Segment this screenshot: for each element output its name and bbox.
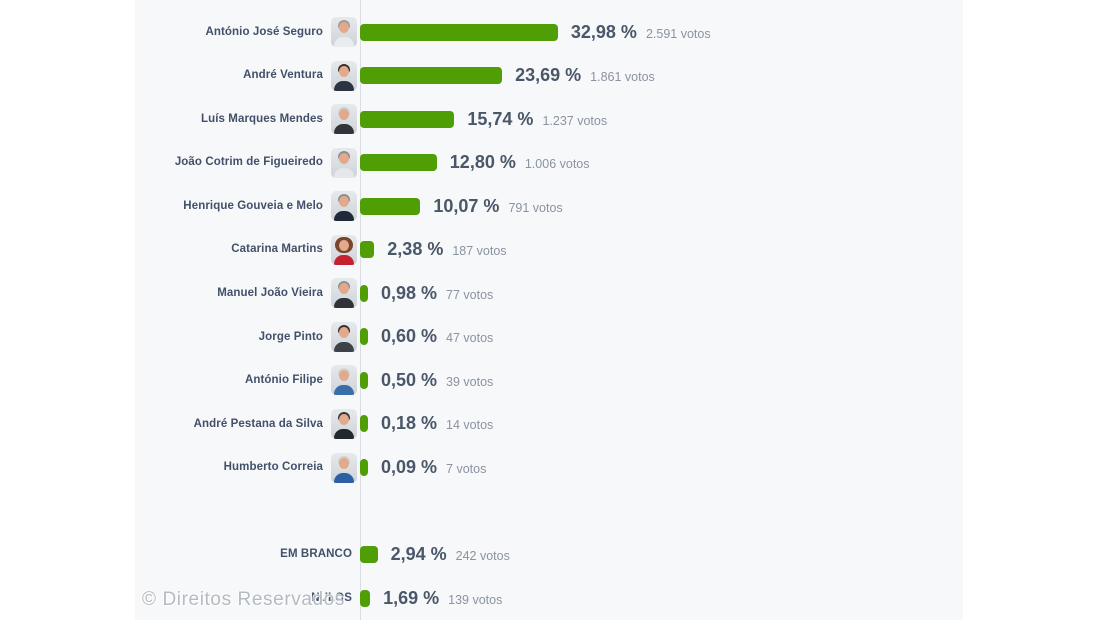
candidate-name: Jorge Pinto	[258, 330, 323, 343]
votes-count: 1.861 votos	[590, 70, 655, 85]
candidate-name: João Cotrim de Figueiredo	[174, 156, 323, 169]
candidate-name: Henrique Gouveia e Melo	[183, 199, 323, 212]
result-bar[interactable]	[360, 110, 455, 128]
result-bar[interactable]	[360, 459, 368, 476]
candidate-photo	[331, 17, 357, 47]
votes-count: 139 votos	[448, 592, 503, 607]
category-label: EM BRANCO	[280, 548, 352, 561]
candidate-row: André Pestana da Silva 0,18 % 14 votos	[135, 402, 963, 446]
axis-line	[360, 0, 361, 620]
result-bar[interactable]	[360, 589, 371, 607]
candidate-name: Catarina Martins	[231, 243, 323, 256]
votes-count: 242 votos	[455, 549, 510, 564]
candidate-row: Luís Marques Mendes 15,74 % 1.237 votos	[135, 97, 963, 141]
summary-row: NULOS 1,69 % 139 votos	[135, 576, 963, 620]
votes-count: 7 votos	[446, 462, 487, 476]
votes-count: 39 votos	[446, 374, 494, 389]
candidate-row: João Cotrim de Figueiredo 12,80 % 1.006 vo…	[135, 141, 963, 185]
candidate-row: Jorge Pinto 0,60 % 47 votos	[135, 315, 963, 359]
candidate-row: Humberto Correia 0,09 % 7 votos	[135, 446, 963, 490]
candidate-photo	[331, 408, 357, 439]
candidate-row: António José Seguro 32,98 % 2.591 votos	[135, 10, 963, 54]
percent-value: 12,80 %	[449, 152, 516, 173]
candidate-row: Henrique Gouveia e Melo 10,07 % 791 votos	[135, 184, 963, 228]
candidate-name: Humberto Correia	[223, 461, 323, 474]
percent-value: 23,69 %	[515, 65, 582, 86]
candidate-name: António José Seguro	[205, 25, 323, 38]
candidate-name: Luís Marques Mendes	[200, 112, 323, 125]
votes-count: 14 votos	[446, 418, 494, 433]
result-bar[interactable]	[360, 67, 503, 85]
result-bar[interactable]	[360, 371, 368, 389]
candidate-photo	[331, 104, 357, 135]
candidate-row: António Filipe 0,50 % 39 votos	[135, 358, 963, 402]
candidate-row: Manuel João Vieira 0,98 % 77 votos	[135, 271, 963, 315]
percent-value: 0,09 %	[381, 457, 438, 477]
candidate-row: André Ventura 23,69 % 1.861 votos	[135, 54, 963, 98]
candidate-name: António Filipe	[244, 374, 323, 387]
votes-count: 1.006 votos	[524, 157, 590, 172]
candidate-photo	[331, 278, 357, 309]
result-bar[interactable]	[360, 241, 375, 259]
candidate-photo	[331, 452, 357, 483]
candidate-photo	[331, 191, 357, 222]
copyright-watermark: © Direitos Reservados	[142, 589, 345, 610]
percent-value: 15,74 %	[467, 108, 534, 129]
result-bar[interactable]	[360, 23, 558, 41]
result-bar[interactable]	[360, 154, 437, 172]
result-bar[interactable]	[360, 328, 368, 346]
candidate-name: André Pestana da Silva	[193, 417, 323, 430]
percent-value: 2,94 %	[390, 544, 447, 565]
candidate-photo	[331, 365, 357, 396]
percent-value: 32,98 %	[570, 21, 637, 42]
candidate-photo	[331, 321, 357, 352]
votes-count: 791 votos	[508, 200, 563, 215]
result-bar[interactable]	[360, 197, 421, 215]
percent-value: 0,60 %	[381, 326, 438, 347]
percent-value: 2,38 %	[387, 239, 444, 260]
result-bar[interactable]	[360, 415, 368, 433]
votes-count: 77 votos	[446, 287, 494, 302]
candidate-name: André Ventura	[243, 69, 323, 82]
candidate-row: Catarina Martins 2,38 % 187 votos	[135, 228, 963, 272]
summary-row: EM BRANCO 2,94 % 242 votos	[135, 533, 963, 577]
results-panel: António José Seguro 32,98 % 2.591 votos And…	[135, 0, 963, 620]
votes-count: 47 votos	[446, 331, 494, 346]
votes-count: 1.237 votos	[542, 113, 608, 128]
result-bar[interactable]	[360, 546, 378, 564]
candidate-photo	[331, 60, 357, 91]
percent-value: 10,07 %	[433, 195, 500, 216]
votes-count: 187 votos	[452, 244, 507, 259]
candidate-name: Manuel João Vieira	[217, 286, 323, 299]
result-bar[interactable]	[360, 284, 368, 302]
percent-value: 1,69 %	[383, 587, 440, 608]
candidate-photo	[331, 234, 357, 265]
candidate-photo	[331, 147, 357, 178]
category-label: NULOS	[311, 591, 352, 604]
percent-value: 0,18 %	[381, 413, 438, 434]
votes-count: 2.591 votos	[645, 26, 711, 41]
percent-value: 0,50 %	[381, 369, 438, 390]
percent-value: 0,98 %	[381, 282, 438, 303]
